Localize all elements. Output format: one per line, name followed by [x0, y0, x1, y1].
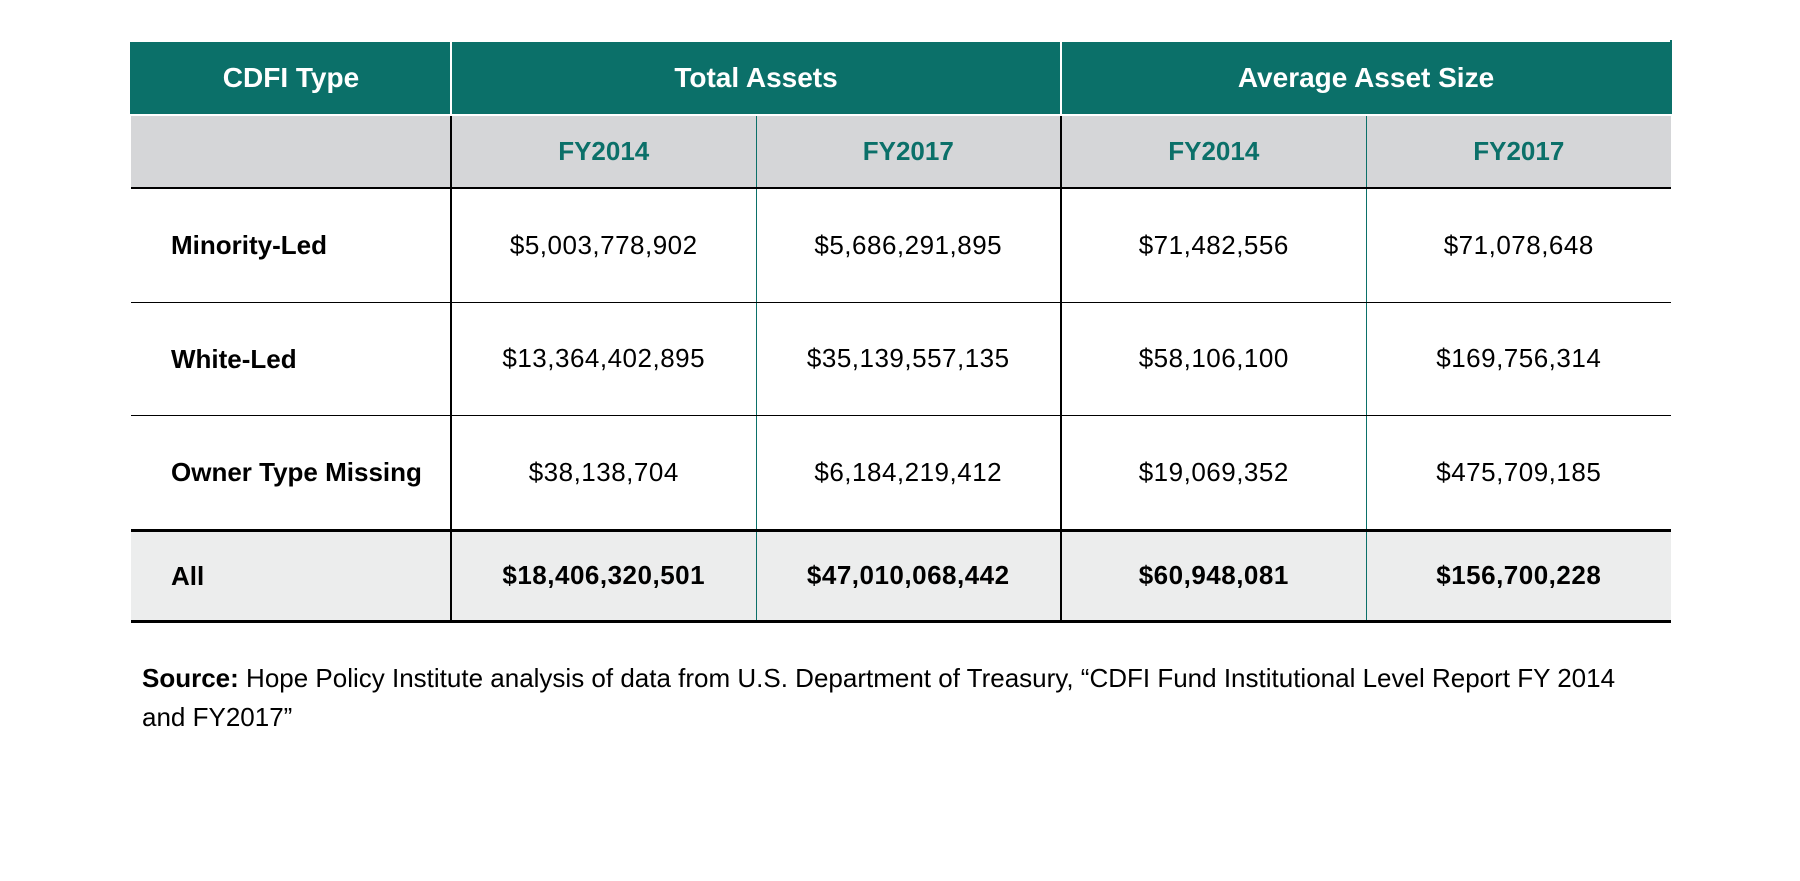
subheader-total-fy2014: FY2014	[451, 115, 756, 188]
cell-value: $169,756,314	[1366, 302, 1671, 416]
cell-value: $71,078,648	[1366, 188, 1671, 302]
cell-value: $156,700,228	[1366, 530, 1671, 622]
cell-value: $6,184,219,412	[756, 416, 1061, 531]
table-row-total: All $18,406,320,501 $47,010,068,442 $60,…	[131, 530, 1671, 622]
cell-value: $18,406,320,501	[451, 530, 756, 622]
col-header-cdfi-type: CDFI Type	[131, 41, 451, 115]
source-note: Source: Hope Policy Institute analysis o…	[130, 659, 1670, 737]
cell-value: $47,010,068,442	[756, 530, 1061, 622]
cell-value: $475,709,185	[1366, 416, 1671, 531]
header-row-years: FY2014 FY2017 FY2014 FY2017	[131, 115, 1671, 188]
cell-value: $5,003,778,902	[451, 188, 756, 302]
subheader-avg-fy2014: FY2014	[1061, 115, 1366, 188]
row-label-minority-led: Minority-Led	[131, 188, 451, 302]
cell-value: $35,139,557,135	[756, 302, 1061, 416]
cell-value: $19,069,352	[1061, 416, 1366, 531]
source-label: Source:	[142, 663, 239, 693]
source-text: Hope Policy Institute analysis of data f…	[142, 663, 1615, 732]
row-label-owner-missing: Owner Type Missing	[131, 416, 451, 531]
cell-value: $71,482,556	[1061, 188, 1366, 302]
row-label-white-led: White-Led	[131, 302, 451, 416]
row-label-all: All	[131, 530, 451, 622]
col-group-avg-asset-size: Average Asset Size	[1061, 41, 1671, 115]
cell-value: $60,948,081	[1061, 530, 1366, 622]
subheader-blank	[131, 115, 451, 188]
table-row: Minority-Led $5,003,778,902 $5,686,291,8…	[131, 188, 1671, 302]
subheader-total-fy2017: FY2017	[756, 115, 1061, 188]
cell-value: $13,364,402,895	[451, 302, 756, 416]
header-row-groups: CDFI Type Total Assets Average Asset Siz…	[131, 41, 1671, 115]
cell-value: $5,686,291,895	[756, 188, 1061, 302]
table-row: White-Led $13,364,402,895 $35,139,557,13…	[131, 302, 1671, 416]
subheader-avg-fy2017: FY2017	[1366, 115, 1671, 188]
cdfi-assets-table-container: CDFI Type Total Assets Average Asset Siz…	[130, 40, 1670, 737]
cell-value: $58,106,100	[1061, 302, 1366, 416]
cell-value: $38,138,704	[451, 416, 756, 531]
cdfi-assets-table: CDFI Type Total Assets Average Asset Siz…	[130, 40, 1672, 623]
col-group-total-assets: Total Assets	[451, 41, 1061, 115]
table-row: Owner Type Missing $38,138,704 $6,184,21…	[131, 416, 1671, 531]
